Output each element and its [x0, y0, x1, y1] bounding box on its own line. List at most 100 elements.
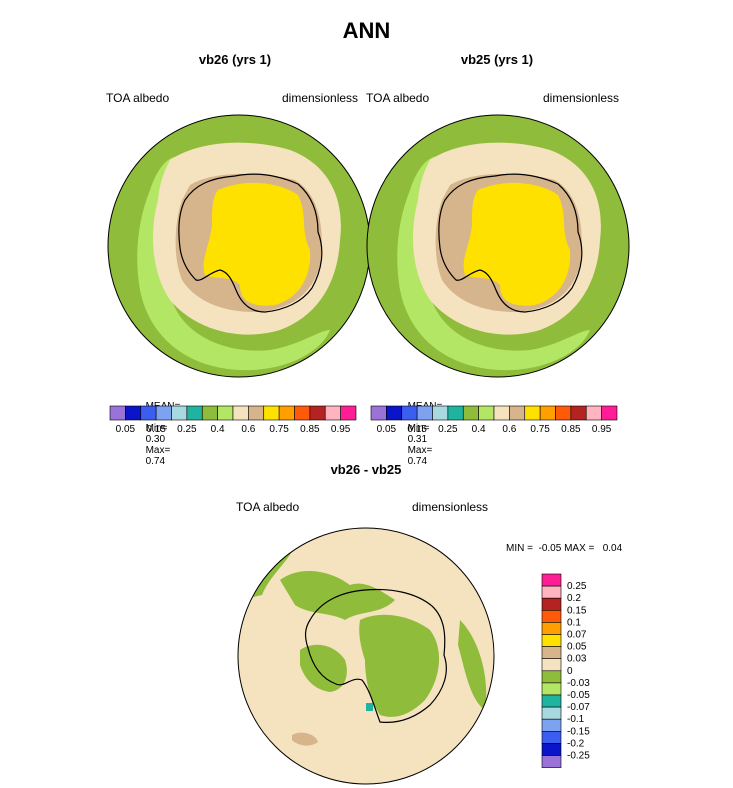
diff-colorbar-swatch-4 — [541, 622, 562, 635]
figure-title: ANN — [342, 18, 391, 43]
cb2-swatch-8 — [493, 405, 510, 421]
diff-colorbar-tick-6: 0.03 — [567, 654, 587, 665]
cb2-swatch-10 — [524, 405, 541, 421]
diff-green-patch-west — [300, 644, 347, 692]
diff-colorbar-tick-2: 0.15 — [567, 605, 587, 616]
panel2-min-label: Min= — [407, 423, 430, 434]
cb1-swatch-15 — [340, 405, 357, 421]
cb1-swatch-14 — [324, 405, 341, 421]
cb1-tick-6: 0.85 — [300, 424, 320, 435]
cb2-swatch-5 — [447, 405, 464, 421]
diff-colorbar-tick-7: 0 — [567, 666, 573, 677]
diff-colorbar-swatch-2 — [541, 597, 562, 611]
cb2-swatch-9 — [509, 405, 526, 421]
panel1-light-green-band — [137, 156, 330, 371]
cb2-tick-0: 0.05 — [377, 424, 397, 435]
cb1-swatch-0 — [109, 405, 126, 421]
diff-colorbar-swatch-7 — [541, 658, 562, 672]
panel2-map — [367, 115, 629, 377]
panel1-variable-label: TOA albedo — [106, 91, 170, 105]
diff-colorbar-swatch-11 — [541, 706, 562, 720]
cb1-swatch-3 — [155, 405, 172, 421]
panel2-yellow-region — [463, 182, 571, 306]
cb1-swatch-9 — [248, 405, 265, 421]
cb1-tick-0: 0.05 — [116, 424, 136, 435]
panel2-light-green-band — [397, 156, 590, 371]
diff-colorbar-tick-14: -0.25 — [567, 751, 590, 762]
panel2-variable-label: TOA albedo — [366, 91, 430, 105]
cb2-swatch-7 — [478, 405, 495, 421]
panel1-map — [108, 115, 370, 377]
diff-units-label: dimensionless — [412, 500, 489, 514]
cb1-tick-3: 0.4 — [211, 424, 225, 435]
cb1-tick-7: 0.95 — [331, 424, 351, 435]
diff-colorbar-swatch-14 — [541, 743, 562, 756]
panel1-colorbar: 0.05 0.15 0.25 0.4 0.6 0.75 0.85 0.95 — [109, 405, 357, 435]
cb2-swatch-15 — [601, 405, 618, 421]
cb1-swatch-11 — [278, 405, 295, 421]
cb2-tick-5: 0.75 — [530, 424, 550, 435]
panel1-coastline — [178, 173, 323, 313]
cb1-swatch-12 — [294, 405, 311, 421]
diff-colorbar-tick-1: 0.2 — [567, 593, 581, 604]
panel1-min-label: Min= — [145, 423, 168, 434]
cb2-swatch-12 — [555, 405, 572, 421]
diff-colorbar-swatch-3 — [541, 609, 562, 623]
cb2-swatch-1 — [386, 405, 403, 421]
cb1-swatch-2 — [140, 405, 157, 421]
panel2-title: vb25 (yrs 1) — [460, 52, 534, 67]
diff-colorbar-swatch-9 — [541, 682, 562, 696]
cb1-swatch-1 — [125, 405, 142, 421]
panel2-min: 0.31 — [407, 434, 428, 445]
cb1-swatch-8 — [232, 405, 249, 421]
cb1-tick-5: 0.75 — [269, 424, 289, 435]
cb2-tick-6: 0.85 — [561, 424, 581, 435]
cb2-swatch-4 — [432, 405, 449, 421]
diff-variable-label: TOA albedo — [236, 500, 300, 514]
panel2-max-label: Max= — [407, 445, 433, 456]
panel1-max-label: Max= — [145, 445, 171, 456]
diff-tan-spot — [292, 732, 318, 746]
cb1-swatch-7 — [217, 405, 234, 421]
diff-colorbar: 0.250.20.150.10.070.050.030-0.03-0.05-0.… — [541, 573, 590, 768]
cb2-tick-2: 0.25 — [438, 424, 458, 435]
panel1-min: 0.30 — [145, 434, 166, 445]
diff-colorbar-tick-10: -0.07 — [567, 702, 590, 713]
cb2-tick-7: 0.95 — [592, 424, 612, 435]
diff-teal-spot — [366, 703, 373, 711]
cb1-swatch-6 — [201, 405, 218, 421]
diff-coastline — [304, 588, 447, 723]
diff-colorbar-tick-13: -0.2 — [567, 738, 585, 749]
diff-colorbar-tick-11: -0.1 — [567, 714, 585, 725]
diff-border — [237, 527, 495, 785]
diff-colorbar-swatch-13 — [541, 730, 562, 744]
cb1-tick-1: 0.15 — [146, 424, 166, 435]
cb2-swatch-13 — [570, 405, 587, 421]
diff-colorbar-tick-8: -0.03 — [567, 678, 590, 689]
cb1-swatch-10 — [263, 405, 280, 421]
cb1-tick-4: 0.6 — [241, 424, 255, 435]
diff-colorbar-swatch-12 — [541, 718, 562, 732]
panel1-yellow-region — [203, 182, 311, 306]
diff-green-patch-east — [359, 614, 440, 717]
cb2-tick-1: 0.15 — [407, 424, 427, 435]
cb2-swatch-2 — [401, 405, 418, 421]
diff-colorbar-tick-0: 0.25 — [567, 581, 587, 592]
cb2-swatch-0 — [370, 405, 387, 421]
panel1-max: 0.74 — [145, 456, 166, 467]
panel1-units-label: dimensionless — [282, 91, 359, 105]
cb1-swatch-13 — [309, 405, 326, 421]
diff-colorbar-swatch-8 — [541, 670, 562, 684]
panel2-colorbar: 0.05 0.15 0.25 0.4 0.6 0.75 0.85 0.95 — [370, 405, 618, 435]
panel1-title: vb26 (yrs 1) — [198, 52, 272, 67]
panel2-units-label: dimensionless — [543, 91, 620, 105]
diff-colorbar-swatch-6 — [541, 646, 562, 659]
cb2-tick-4: 0.6 — [502, 424, 516, 435]
diff-colorbar-tick-12: -0.15 — [567, 726, 590, 737]
cb2-tick-3: 0.4 — [472, 424, 486, 435]
cb2-swatch-14 — [585, 405, 602, 421]
cb2-swatch-11 — [539, 405, 556, 421]
panel2-coastline — [438, 173, 583, 313]
diff-colorbar-tick-5: 0.05 — [567, 642, 587, 653]
